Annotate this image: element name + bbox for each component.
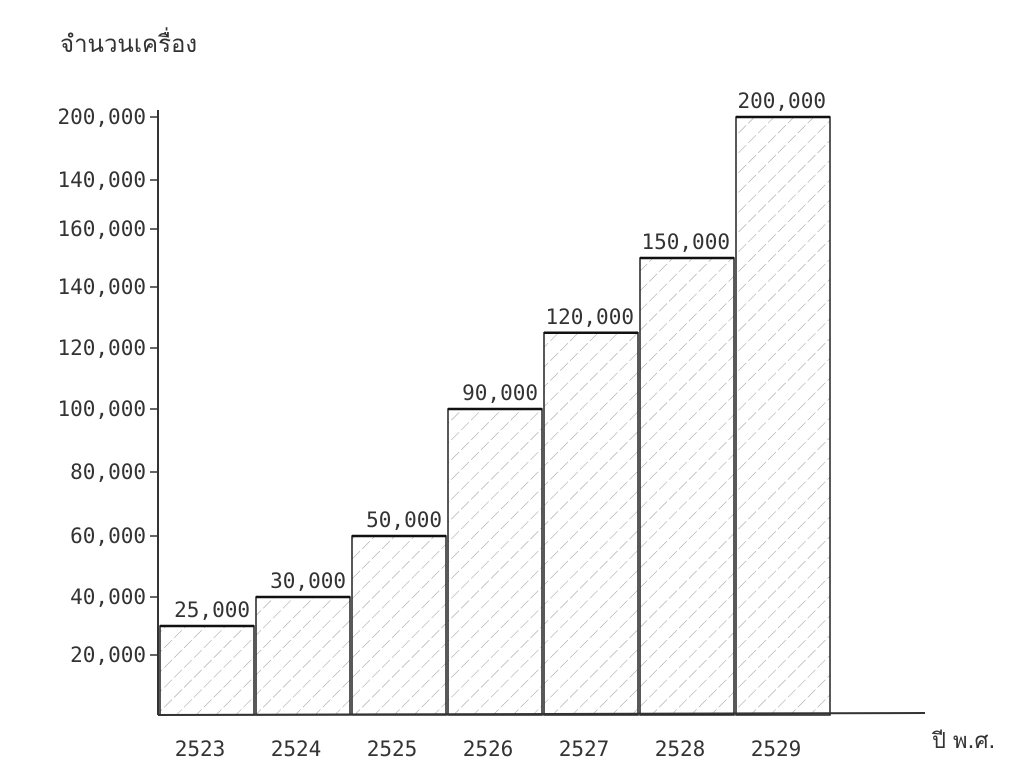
data-label-2529: 200,000 <box>737 89 826 113</box>
bar-2525 <box>351 535 447 716</box>
bar-2524 <box>255 596 351 716</box>
y-ticks-group: 20,000 40,000 60,000 80,000 100,000 120,000 14… <box>57 105 158 667</box>
x-tick-label-2524: 2524 <box>271 737 322 761</box>
y-tick-label: 120,000 <box>57 336 146 360</box>
y-tick-label: 80,000 <box>70 460 146 484</box>
x-axis-title: ปี พ.ศ. <box>931 729 996 754</box>
y-tick-label: 100,000 <box>57 397 146 421</box>
bar-2527 <box>543 332 639 716</box>
x-tick-label-2529: 2529 <box>751 737 802 761</box>
x-ticks-group: 2523 2524 2525 2526 2527 2528 2529 <box>175 737 802 761</box>
data-label-2526: 90,000 <box>462 381 538 405</box>
data-label-2528: 150,000 <box>641 230 730 254</box>
y-tick-label: 60,000 <box>70 524 146 548</box>
y-tick-label: 140,000 <box>57 275 146 299</box>
bar-2523 <box>159 625 255 716</box>
y-tick-label: 160,000 <box>57 217 146 241</box>
y-tick-label: 20,000 <box>70 643 146 667</box>
data-label-2525: 50,000 <box>366 508 442 532</box>
y-axis-title: จำนวนเครื่อง <box>60 27 197 58</box>
x-tick-label-2523: 2523 <box>175 737 226 761</box>
x-tick-label-2525: 2525 <box>367 737 418 761</box>
bar-2529 <box>735 116 831 716</box>
y-tick-label: 200,000 <box>57 105 146 129</box>
data-label-2527: 120,000 <box>545 305 634 329</box>
data-label-2523: 25,000 <box>174 598 250 622</box>
bars-group <box>159 115 831 716</box>
y-tick-label: 140,000 <box>57 168 146 192</box>
bar-2528 <box>639 257 735 716</box>
bar-2526 <box>447 408 543 716</box>
x-tick-label-2528: 2528 <box>655 737 706 761</box>
x-tick-label-2526: 2526 <box>463 737 514 761</box>
x-tick-label-2527: 2527 <box>559 737 610 761</box>
x-axis-line <box>157 712 926 716</box>
y-tick-label: 40,000 <box>70 585 146 609</box>
data-label-2524: 30,000 <box>270 569 346 593</box>
data-labels-group: 25,000 30,000 50,000 90,000 120,000 150,000 20… <box>174 89 826 622</box>
